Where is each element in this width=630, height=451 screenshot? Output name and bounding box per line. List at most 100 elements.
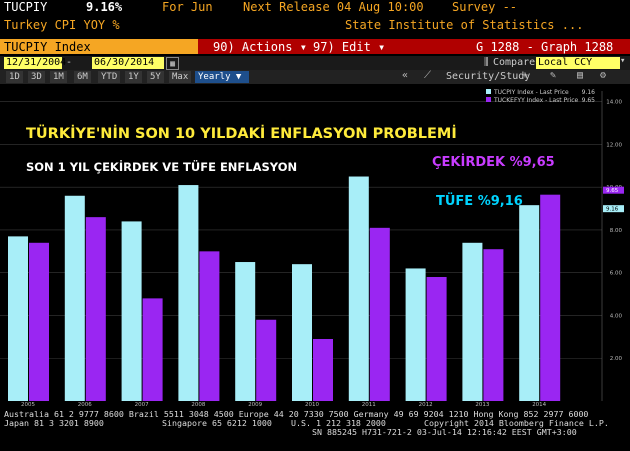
legend-value-core: 9.65 [582, 97, 596, 104]
bar-core [142, 298, 163, 401]
survey: Survey -- [452, 0, 518, 14]
y-tick-label: 6.00 [610, 271, 623, 277]
edit-menu[interactable]: 97) Edit ▾ [313, 40, 386, 54]
last-label-core: 9.65 [606, 188, 619, 194]
y-tick-label: 12.00 [606, 142, 622, 148]
legend-label-core: TUCKEFYY Index - Last Price [493, 97, 579, 104]
period-ytd[interactable]: YTD [98, 71, 121, 83]
footer-japan: Japan 81 3 3201 8900 [4, 418, 104, 428]
x-tick-label: 2006 [78, 402, 92, 407]
overlay-cpi-label: TÜFE %9,16 [436, 193, 523, 209]
chevron-down-icon[interactable]: ▾ [620, 56, 626, 66]
period-1y[interactable]: 1Y [125, 71, 142, 83]
edit-pencil-icon[interactable]: ✎ [550, 70, 557, 81]
description: Turkey CPI YOY % [4, 18, 120, 32]
period-1d[interactable]: 1D [6, 71, 23, 83]
bar-cpi [519, 205, 540, 401]
bar-core [313, 339, 333, 401]
period-max[interactable]: Max [169, 71, 192, 83]
security-field[interactable]: TUCPIY Index [0, 39, 198, 54]
period-3d[interactable]: 3D [28, 71, 45, 83]
x-tick-label: 2012 [419, 402, 433, 407]
overlay-core-label: ÇEKİRDEK %9,65 [432, 154, 555, 170]
date-dash: - [66, 57, 73, 68]
x-tick-label: 2009 [248, 402, 262, 407]
overlay-title: TÜRKİYE'NİN SON 10 YILDAKİ ENFLASYON PRO… [26, 124, 457, 142]
bar-cpi [462, 242, 483, 401]
calendar-icon[interactable]: ▦ [166, 57, 179, 70]
footer-singapore: Singapore 65 6212 1000 [162, 418, 272, 428]
header-row-2: Turkey CPI YOY % State Institute of Stat… [0, 18, 630, 33]
legend-swatch-cpi [486, 89, 491, 94]
bar-core [256, 319, 277, 401]
bar-core [540, 194, 561, 401]
x-tick-label: 2014 [532, 402, 546, 407]
x-tick-label: 2013 [475, 402, 489, 407]
footer-line-1: Australia 61 2 9777 8600 Brazil 5511 304… [4, 409, 589, 419]
bar-core [426, 277, 447, 401]
x-tick-label: 2008 [191, 402, 205, 407]
line-chart-icon[interactable]: ⟋ [424, 70, 431, 81]
chart-legend: TUCPIY Index - Last Price 9.16 TUCKEFYY … [486, 89, 595, 104]
date-range-row: 12/31/2004 - 06/30/2014 ▦ ⫼ Compare Loca… [0, 56, 630, 70]
bar-core [85, 217, 106, 401]
period-row: 1D 3D 1M 6M YTD 1Y 5Y Max Yearly ▼ « ⟋ S… [0, 70, 630, 84]
x-tick-label: 2007 [135, 402, 149, 407]
security-study-button[interactable]: Security/Study [446, 71, 531, 82]
compare-label[interactable]: Compare [493, 57, 536, 68]
bar-cpi [178, 185, 199, 401]
ticker: TUCPIY [4, 0, 48, 14]
bar-core [483, 249, 504, 401]
overlay-subtitle: SON 1 YIL ÇEKİRDEK VE TÜFE ENFLASYON [26, 159, 297, 174]
footer-us: U.S. 1 212 318 2000 [291, 418, 386, 428]
bar-cpi [292, 264, 312, 401]
legend-swatch-core [486, 97, 491, 102]
table-icon[interactable]: ▤ [577, 70, 584, 81]
bar-cpi [348, 176, 369, 401]
compare-icon[interactable]: ⫼ [484, 57, 489, 68]
chart-bars [8, 176, 561, 401]
x-tick-label: 2010 [305, 402, 319, 407]
next-release: Next Release 04 Aug 10:00 [243, 0, 424, 14]
legend-value-cpi: 9.16 [582, 89, 596, 96]
x-axis: 2005 2006 2007 2008 2009 2010 2011 2012 2013 2014 [21, 402, 547, 407]
bar-cpi [121, 221, 142, 401]
actions-menu[interactable]: 90) Actions ▾ [213, 40, 307, 54]
toolbar: TUCPIY Index 90) Actions ▾ 97) Edit ▾ G … [0, 39, 630, 54]
x-tick-label: 2005 [21, 402, 35, 407]
gear-icon[interactable]: ⚙ [600, 70, 607, 81]
legend-label-cpi: TUCPIY Index - Last Price [493, 89, 569, 96]
bar-core [369, 227, 390, 401]
footer-copyright: Copyright 2014 Bloomberg Finance L.P. [424, 418, 609, 428]
last-label-cpi: 9.16 [606, 207, 619, 213]
frequency-select[interactable]: Yearly ▼ [195, 71, 249, 83]
bar-cpi [235, 262, 256, 401]
bar-core [199, 251, 220, 401]
collapse-icon[interactable]: « [402, 70, 409, 81]
period-5y[interactable]: 5Y [147, 71, 164, 83]
bar-cpi [405, 268, 426, 401]
y-tick-label: 4.00 [610, 313, 623, 319]
header-row-1: TUCPIY 9.16% For Jun Next Release 04 Aug… [0, 0, 630, 15]
period-1m[interactable]: 1M [50, 71, 67, 83]
release-period: For Jun [162, 0, 213, 14]
y-tick-label: 8.00 [610, 228, 623, 234]
last-label-cpi-bg [603, 205, 624, 213]
last-value: 9.16% [86, 0, 123, 14]
y-tick-label: 2.00 [610, 356, 623, 362]
bar-cpi [64, 195, 85, 401]
period-6m[interactable]: 6M [74, 71, 91, 83]
last-value-labels: 9.65 9.16 [603, 186, 624, 213]
security-label: TUCPIY Index [4, 40, 91, 54]
start-date-input[interactable]: 12/31/2004 [4, 57, 67, 69]
graph-id: G 1288 - Graph 1288 [476, 40, 614, 54]
last-label-core-bg [603, 186, 624, 194]
bar-core [29, 242, 49, 401]
source: State Institute of Statistics ... [345, 18, 584, 32]
footer-line-3: SN 885245 H731-721-2 03-Jul-14 12:16:42 … [312, 427, 577, 437]
end-date-input[interactable]: 06/30/2014 [92, 57, 164, 69]
add-icon[interactable]: + [522, 70, 529, 81]
currency-select[interactable]: Local CCY [536, 57, 620, 69]
